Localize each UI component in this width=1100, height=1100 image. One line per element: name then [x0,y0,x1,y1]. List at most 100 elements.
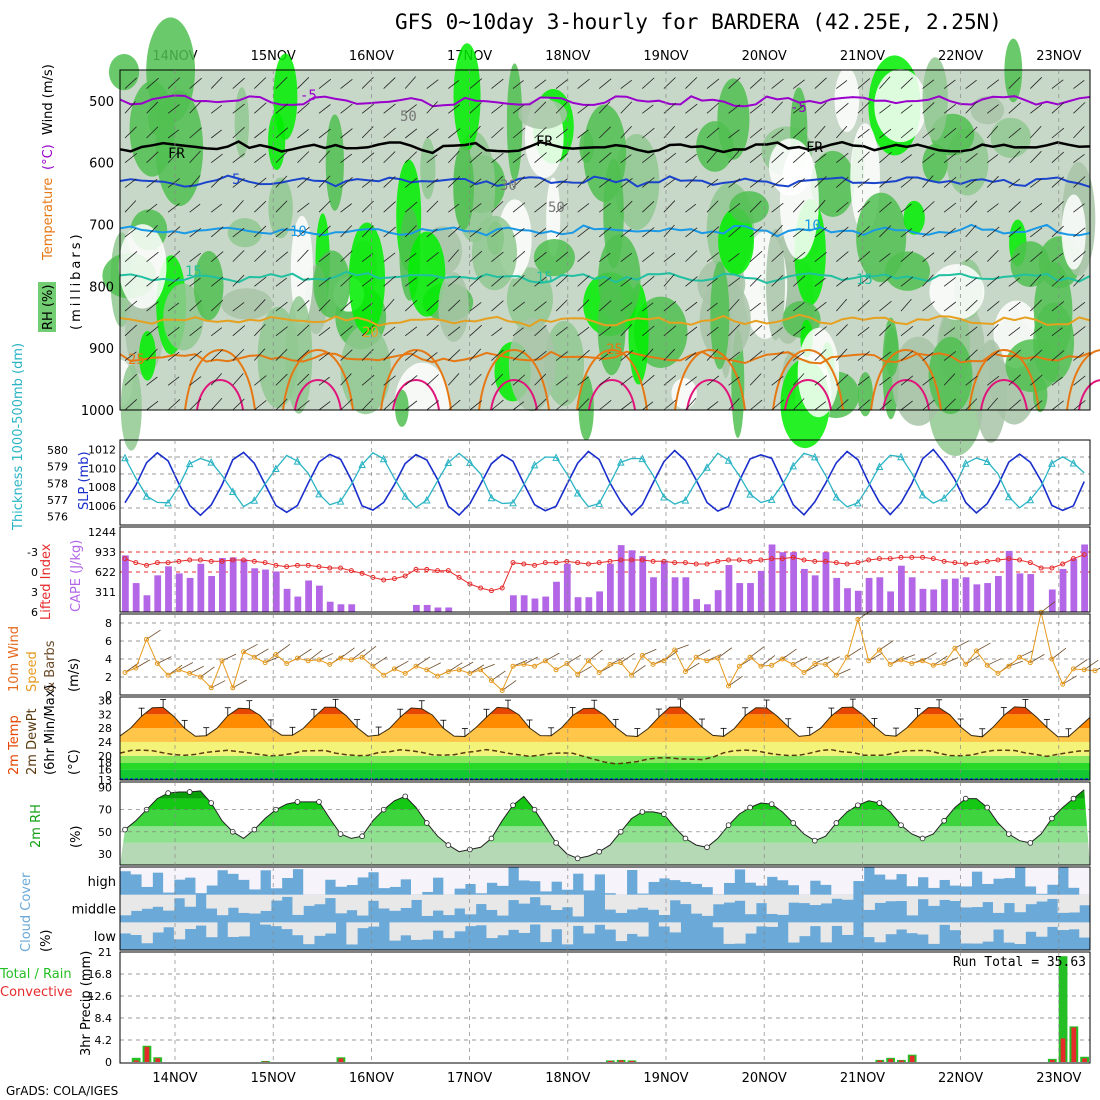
wind-barb [1073,375,1086,386]
thickness-marker [315,489,323,498]
cloud-clear-cell [734,922,746,944]
wind-barb [383,326,396,337]
wind-barb [555,78,569,89]
wind-barb [1008,102,1021,114]
wind-barb [642,227,655,238]
wind-barb [318,376,330,386]
cloud-clear-cell [486,894,498,910]
wind-barb [404,350,418,361]
wind-barb [900,298,912,312]
wind-barb [318,299,331,312]
wind-barb [965,153,978,164]
wind-ylabel: 10m Wind Speed & Barbs (m/s) [7,626,82,692]
wind-barb [534,398,547,411]
wind-marker [1006,663,1012,669]
wind-barb [814,125,826,139]
rh-marker [919,835,926,842]
cape-bar [973,584,981,612]
thickness-marker [358,460,366,469]
cape-bar [1081,544,1088,612]
cape-bar [865,577,873,612]
wind-barb [297,324,310,337]
precip-conv-bar [629,1060,635,1062]
wind-marker [650,661,656,667]
wind-barb [620,652,636,663]
wind-barb [943,657,959,664]
cloud-clear-cell [615,922,628,942]
thickness-ylabel: Thickness 1000-500mb (dm) [11,343,26,531]
wind-barb [577,175,589,188]
wind-barb [706,178,719,188]
wind-barb [728,178,741,188]
wind-barb [965,224,977,238]
thickness-line [124,451,1085,509]
cloud-clear-cell [195,867,207,894]
wind-barb [210,226,224,238]
cloud-clear-cell [896,922,908,930]
cloud-clear-cell [518,894,531,904]
slp-tick: 1008 [88,481,116,494]
rh-marker [962,795,969,802]
wind-barb [146,151,159,164]
wind-barb [814,656,829,664]
wind-barb [965,277,977,287]
wind-barb [404,375,418,386]
cloud-clear-cell [605,867,617,894]
cloud-clear-cell [605,922,617,930]
thickness-marker [530,460,539,469]
wind-barb [146,348,158,361]
cloud-clear-cell [626,894,638,910]
cloud-clear-cell [173,867,186,880]
wind-barb [1030,299,1043,312]
wind-barb [706,277,718,287]
wind-marker [208,685,214,691]
wind-barb [426,374,439,386]
rh-blob [1033,261,1073,363]
wind-barb [792,302,805,312]
cloud-clear-cell [389,922,401,941]
wind-barb [1051,102,1065,114]
wind-barb [933,655,948,666]
wind-ylabel-d: (m/s) [67,658,82,692]
rh-band [120,842,1090,865]
rh-marker [488,835,495,842]
cloud-ylabel: Cloud Cover (%) [19,872,54,952]
rh-blob [120,364,142,451]
cape-bar [790,552,797,612]
wind-barb [706,226,720,238]
cloud-clear-cell [281,894,293,897]
thickness-marker [918,490,927,499]
near-surface-contour [294,379,342,411]
wind-barb [728,299,740,312]
wind-barb [986,275,1000,287]
contour-label: 10 [290,224,307,240]
contour-label: 20 [362,325,379,341]
cloud-clear-cell [184,894,196,907]
rh-blob [268,111,286,170]
cape-bar [1005,550,1013,612]
cloud-clear-cell [335,894,347,914]
wind-barb [555,299,568,312]
near-surface-contour [576,349,648,411]
rh-blob [990,117,1031,158]
wind-barb [728,675,743,687]
rh-marker [790,820,797,826]
cape-bar [930,589,938,612]
cape-bar [520,595,528,612]
rh-marker [984,804,991,811]
wind-barb [706,127,720,139]
cloud-clear-cell [648,867,660,882]
wind-barb [836,201,849,213]
li-tick: 0 [31,566,38,579]
precip-total-bar [131,1057,141,1062]
cape-bar [175,573,183,612]
wind-marker [801,670,807,675]
cloud-clear-cell [637,867,649,894]
date-label-bottom: 22NOV [938,1071,983,1086]
wind-barb [749,77,763,89]
wind-marker [661,658,667,664]
wind-barb [771,250,784,262]
wind-barb [448,662,463,672]
wind-speed-line [124,612,1096,692]
wind-barb [232,250,245,262]
